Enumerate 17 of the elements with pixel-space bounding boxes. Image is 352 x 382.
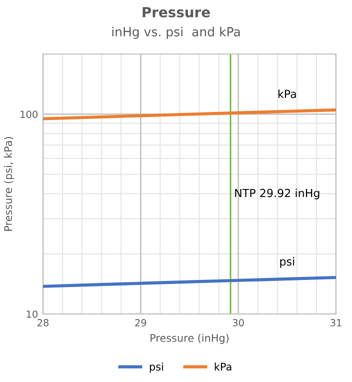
y-tick-label: 100: [20, 110, 38, 118]
y-axis-title: Pressure (psi, kPa): [4, 137, 14, 231]
x-tick-label: 28: [38, 319, 49, 326]
line-series: [43, 276, 336, 288]
text: psi: [280, 257, 294, 268]
y-tick-label: 10: [26, 310, 38, 318]
legend-label: kPa: [214, 362, 232, 371]
chart-title: Pressure: [142, 7, 210, 18]
x-axis-title: Pressure (inHg): [150, 334, 229, 344]
legend-label: psi: [150, 362, 163, 373]
x-tick-label: 31: [330, 319, 342, 326]
chart-subtitle: inHg vs. psi and kPa: [112, 26, 240, 39]
ref-line-label: NTP 29.92 inHg: [235, 188, 320, 200]
line-series: [43, 108, 336, 120]
x-tick-label: 29: [135, 319, 146, 326]
text: kPa: [278, 89, 296, 98]
x-tick-label: 30: [232, 319, 244, 326]
